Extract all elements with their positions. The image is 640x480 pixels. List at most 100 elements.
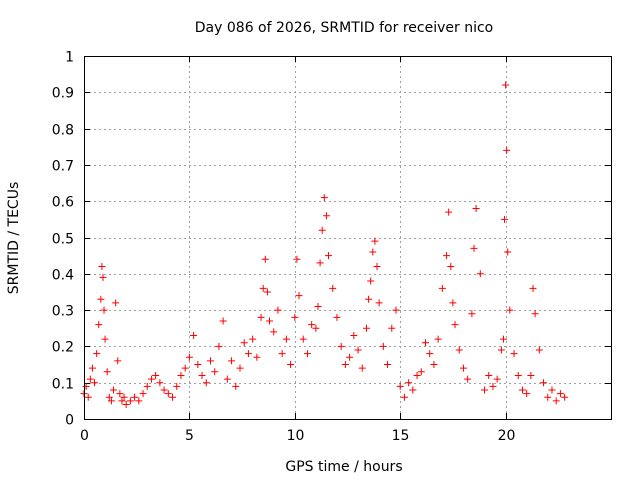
data-point xyxy=(82,382,90,390)
y-tick-label: 0.8 xyxy=(52,123,74,139)
data-point xyxy=(535,346,543,354)
data-point xyxy=(173,382,181,390)
data-point xyxy=(367,277,375,285)
data-point xyxy=(384,361,392,369)
y-tick-label: 0.2 xyxy=(52,340,74,356)
data-point xyxy=(316,259,324,267)
data-point xyxy=(126,397,134,405)
data-point xyxy=(101,335,109,343)
y-tick-label: 0.9 xyxy=(52,86,74,102)
data-point xyxy=(325,252,333,260)
data-point xyxy=(88,364,96,372)
data-point xyxy=(529,284,537,292)
data-point xyxy=(396,382,404,390)
data-point xyxy=(93,350,101,358)
data-point xyxy=(295,292,303,300)
data-point xyxy=(135,397,143,405)
data-point xyxy=(308,321,316,329)
data-point xyxy=(91,379,99,387)
data-point xyxy=(97,295,105,303)
data-point xyxy=(112,299,120,307)
x-tick-label: 10 xyxy=(287,428,305,444)
data-point xyxy=(156,379,164,387)
data-point xyxy=(489,382,497,390)
data-point xyxy=(278,350,286,358)
x-tick-label: 15 xyxy=(392,428,410,444)
data-point xyxy=(388,324,396,332)
y-tick-label: 0.7 xyxy=(52,159,74,175)
data-point xyxy=(346,353,354,361)
data-point xyxy=(493,375,501,383)
data-point xyxy=(105,393,113,401)
data-point xyxy=(98,263,106,271)
data-point xyxy=(329,284,337,292)
data-point xyxy=(206,357,214,365)
x-tick-label: 5 xyxy=(185,428,194,444)
data-point xyxy=(413,371,421,379)
data-point xyxy=(202,379,210,387)
data-point xyxy=(350,332,358,340)
data-point xyxy=(299,335,307,343)
data-point xyxy=(438,284,446,292)
data-point xyxy=(409,386,417,394)
data-point xyxy=(561,393,569,401)
data-point xyxy=(430,361,438,369)
data-point xyxy=(337,342,345,350)
data-point xyxy=(514,371,522,379)
data-point xyxy=(261,255,269,263)
data-point xyxy=(282,335,290,343)
data-point xyxy=(485,371,493,379)
data-point xyxy=(468,310,476,318)
data-point xyxy=(447,263,455,271)
data-point xyxy=(257,313,265,321)
data-point xyxy=(375,299,383,307)
data-point xyxy=(249,335,257,343)
data-point xyxy=(152,371,160,379)
data-point xyxy=(459,364,467,372)
data-point xyxy=(523,390,531,398)
data-point xyxy=(95,321,103,329)
data-points xyxy=(80,81,569,408)
data-point xyxy=(164,390,172,398)
data-point xyxy=(266,317,274,325)
data-point xyxy=(455,346,463,354)
data-point xyxy=(259,284,267,292)
data-point xyxy=(219,317,227,325)
y-tick-label: 0.3 xyxy=(52,304,74,320)
data-point xyxy=(417,368,425,376)
grid xyxy=(84,56,611,419)
y-tick-label: 0.4 xyxy=(52,268,74,284)
data-point xyxy=(181,364,189,372)
x-axis-label: GPS time / hours xyxy=(285,459,402,475)
data-point xyxy=(552,397,560,405)
data-point xyxy=(293,255,301,263)
data-point xyxy=(506,306,514,314)
data-point xyxy=(270,328,278,336)
data-point xyxy=(510,350,518,358)
data-point xyxy=(99,273,107,281)
y-tick-label: 0 xyxy=(65,413,74,429)
data-point xyxy=(540,379,548,387)
data-point xyxy=(312,324,320,332)
data-point xyxy=(333,313,341,321)
data-point xyxy=(177,371,185,379)
data-point xyxy=(274,306,282,314)
data-point xyxy=(421,339,429,347)
data-point xyxy=(190,332,198,340)
data-point xyxy=(322,212,330,220)
data-point xyxy=(223,375,231,383)
data-point xyxy=(499,335,507,343)
data-point xyxy=(303,350,311,358)
data-point xyxy=(215,342,223,350)
data-point xyxy=(434,335,442,343)
data-point xyxy=(362,324,370,332)
data-point xyxy=(131,393,139,401)
data-point xyxy=(445,208,453,216)
data-point xyxy=(556,390,564,398)
y-tick-label: 0.1 xyxy=(52,377,74,393)
data-point xyxy=(169,393,177,401)
data-point xyxy=(263,288,271,296)
data-point xyxy=(544,393,552,401)
plot-frame xyxy=(84,56,612,420)
data-point xyxy=(400,393,408,401)
